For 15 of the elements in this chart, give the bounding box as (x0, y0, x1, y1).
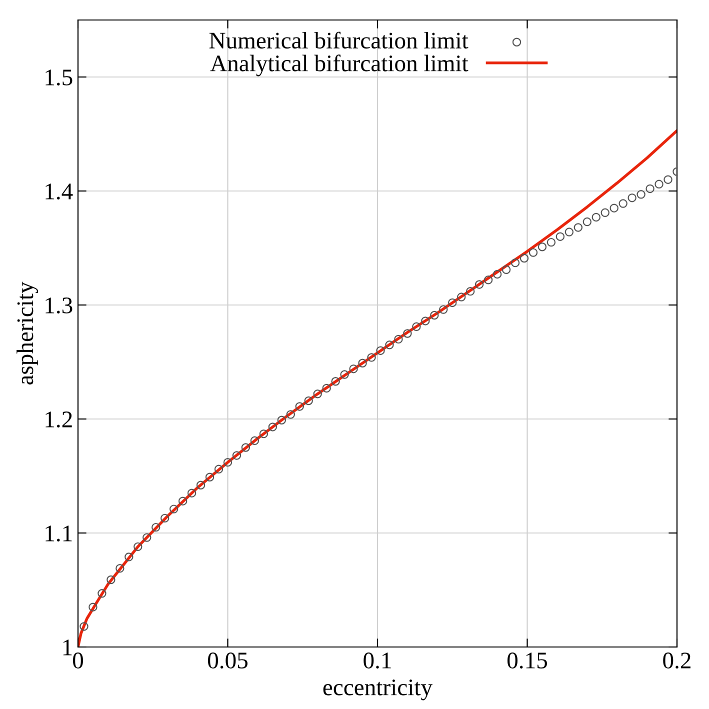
y-axis-title: asphericity (16, 282, 38, 384)
x-tick-label: 0.05 (208, 652, 248, 669)
x-tick-label: 0.15 (507, 652, 547, 669)
y-tick-label: 1 (63, 640, 72, 656)
y-tick-label: 1.3 (46, 298, 72, 314)
x-tick-label: 0 (72, 652, 84, 668)
legend-label: Numerical bifurcation limit (209, 32, 468, 49)
x-tick-label: 0.1 (364, 652, 391, 669)
y-tick-label: 1.4 (46, 184, 73, 200)
x-axis-title: eccentricity (323, 680, 432, 700)
y-tick-label: 1.1 (46, 526, 72, 542)
legend-label: Analytical bifurcation limit (210, 54, 468, 76)
x-tick-label: 0.2 (663, 652, 690, 669)
y-tick-label: 1.2 (46, 412, 72, 428)
y-tick-label: 1.5 (46, 70, 72, 86)
